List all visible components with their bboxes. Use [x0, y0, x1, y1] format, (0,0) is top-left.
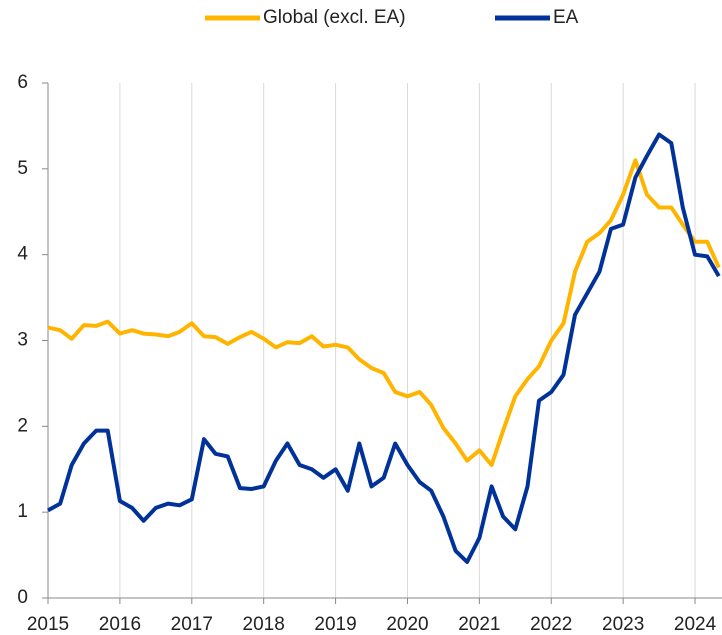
x-tick-label: 2019 — [314, 614, 356, 635]
legend-label: Global (excl. EA) — [263, 7, 406, 28]
line-series — [47, 158, 721, 467]
x-tick-label: 2020 — [386, 614, 428, 635]
y-tick-label: 2 — [17, 415, 28, 436]
y-tick-label: 6 — [17, 72, 28, 93]
x-tick-label: 2018 — [243, 614, 285, 635]
x-tick-label: 2016 — [99, 614, 141, 635]
y-tick-label: 3 — [17, 330, 28, 351]
x-tick-label: 2021 — [458, 614, 500, 635]
y-tick-label: 4 — [17, 244, 28, 265]
line-series — [47, 132, 721, 564]
x-tick-label: 2024 — [674, 614, 717, 635]
x-tick-label: 2023 — [602, 614, 644, 635]
y-tick-label: 1 — [17, 501, 28, 522]
y-tick-label: 5 — [17, 158, 28, 179]
y-tick-label: 0 — [17, 587, 28, 608]
x-tick-label: 2015 — [27, 614, 69, 635]
legend-label: EA — [553, 7, 579, 28]
x-tick-label: 2022 — [530, 614, 572, 635]
x-tick-label: 2017 — [171, 614, 213, 635]
